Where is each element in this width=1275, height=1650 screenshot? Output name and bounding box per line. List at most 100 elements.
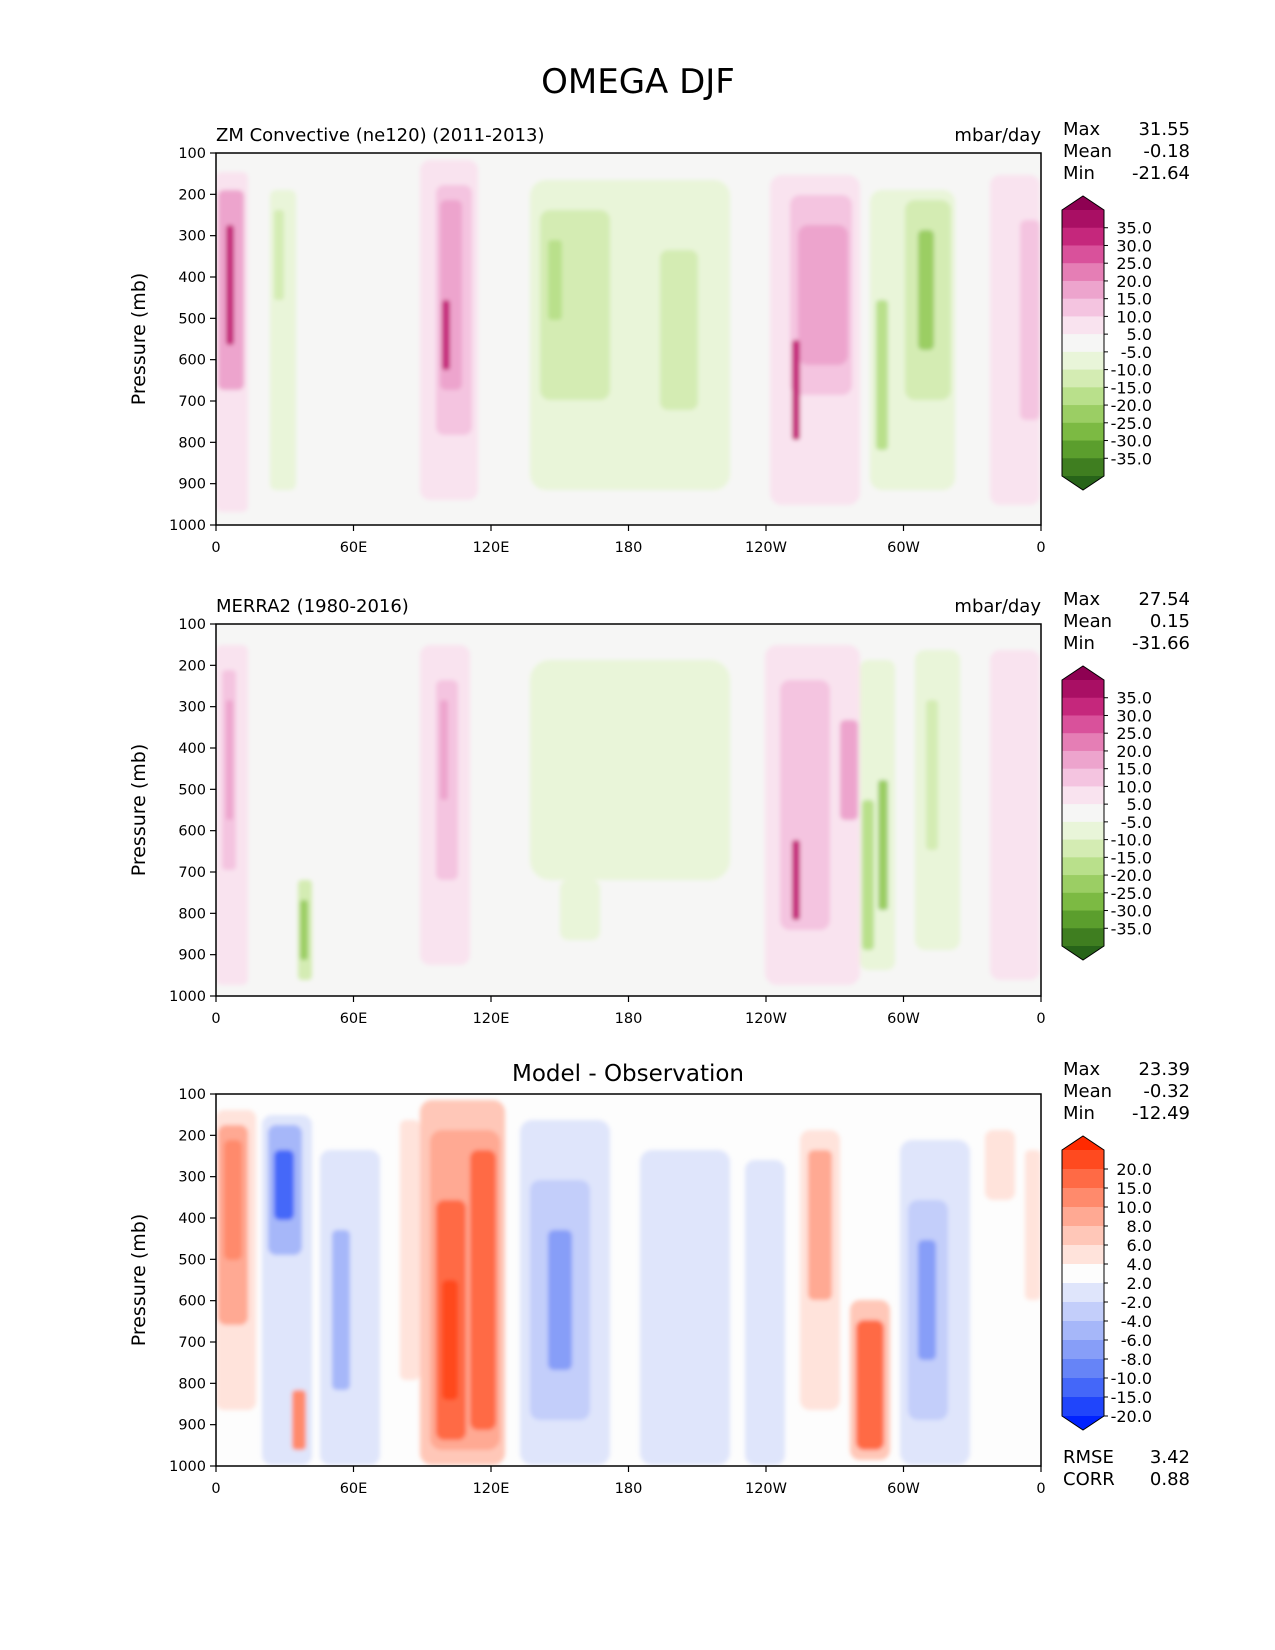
colorbar-label: 2.0 [1127, 1274, 1152, 1293]
y-tick-label: 1000 [169, 518, 206, 534]
contour-region [926, 700, 938, 850]
contour-field [216, 160, 1040, 512]
stat-rmse-value: 3.42 [1150, 1447, 1190, 1468]
colorbar-label: -15.0 [1111, 848, 1152, 867]
contour-region [530, 660, 730, 880]
stats-block: Max 31.55 Mean -0.18 Min -21.64 [1063, 119, 1190, 184]
colorbar-swatch [1062, 857, 1104, 876]
contour-region [808, 1150, 832, 1300]
stat-max-value: 27.54 [1138, 589, 1190, 610]
colorbar-extend-bottom [1062, 1416, 1104, 1430]
x-tick-label: 120E [473, 1481, 510, 1497]
colorbar-swatch [1062, 1245, 1104, 1265]
y-tick-label: 900 [178, 477, 206, 493]
colorbar-label: 30.0 [1116, 236, 1152, 255]
colorbar-label: -10.0 [1111, 361, 1152, 380]
y-tick-label: 400 [178, 741, 206, 757]
colorbar-swatch [1062, 1207, 1104, 1227]
x-tick-label: 0 [211, 540, 220, 556]
units-label: mbar/day [954, 596, 1041, 617]
contour-region [292, 1390, 306, 1450]
y-axis: 100 200 300 400 500 600 700 800 900 1000 [169, 617, 216, 1005]
colorbar-label: 35.0 [1116, 219, 1152, 238]
colorbar-label: -35.0 [1111, 919, 1152, 938]
contour-region [300, 900, 308, 960]
y-tick-label: 500 [178, 1252, 206, 1268]
colorbar-extend-top [1062, 1136, 1104, 1150]
colorbar-extend-bottom [1062, 476, 1104, 490]
y-tick-label: 500 [178, 311, 206, 327]
stat-mean-label: Mean [1063, 141, 1112, 162]
colorbar-swatch [1062, 245, 1104, 264]
x-tick-label: 60W [887, 1011, 920, 1027]
colorbar-swatch [1062, 1169, 1104, 1189]
stat-max-value: 23.39 [1138, 1059, 1190, 1080]
x-tick-label: 0 [211, 1011, 220, 1027]
colorbar-label: -2.0 [1121, 1293, 1152, 1312]
x-tick-label: 60W [887, 540, 920, 556]
stat-corr-label: CORR [1063, 1469, 1115, 1490]
contour-region [332, 1230, 350, 1390]
colorbar-label: 20.0 [1116, 1160, 1152, 1179]
colorbar-outline [1061, 195, 1105, 491]
stat-mean-value: -0.18 [1143, 141, 1190, 162]
stat-max-value: 31.55 [1138, 119, 1190, 140]
colorbar-swatch [1062, 928, 1104, 947]
contour-region [548, 1230, 572, 1370]
colorbar-swatch [1062, 298, 1104, 317]
contour-region [548, 240, 562, 320]
y-tick-label: 800 [178, 435, 206, 451]
stat-corr-value: 0.88 [1150, 1469, 1190, 1490]
contour-region [862, 800, 874, 950]
stat-min-value: -12.49 [1132, 1103, 1190, 1124]
colorbar-swatch [1062, 697, 1104, 717]
panel-difference: 100 200 300 400 500 600 700 800 900 1000 0 60E 120E… [128, 1059, 1190, 1497]
contour-region [856, 1320, 884, 1450]
contour-region [918, 230, 934, 350]
stat-min-label: Min [1063, 1103, 1095, 1124]
colorbar-swatch [1062, 458, 1104, 477]
y-axis-label: Pressure (mb) [128, 744, 150, 877]
stat-max-label: Max [1063, 1059, 1101, 1080]
panel-title: MERRA2 (1980-2016) [216, 596, 409, 617]
y-axis: 100 200 300 400 500 600 700 800 900 1000 [169, 146, 216, 534]
y-tick-label: 600 [178, 353, 206, 369]
contour-region [224, 1140, 242, 1260]
colorbar-swatch [1062, 1188, 1104, 1208]
colorbar-swatch [1062, 405, 1104, 424]
colorbar-label: 25.0 [1116, 254, 1152, 273]
colorbar-label: -5.0 [1121, 813, 1152, 832]
colorbar-label: -15.0 [1111, 1388, 1152, 1407]
colorbar-extend-bottom [1062, 946, 1104, 960]
y-tick-label: 200 [178, 658, 206, 674]
colorbar-swatch [1062, 910, 1104, 929]
colorbar-label: -25.0 [1111, 414, 1152, 433]
contour-region [440, 700, 448, 800]
y-tick-label: 700 [178, 394, 206, 410]
colorbar-swatch [1062, 680, 1104, 699]
colorbar-label: -5.0 [1121, 343, 1152, 362]
y-tick-label: 500 [178, 782, 206, 798]
contour-region [745, 1160, 785, 1465]
stats-block: Max 23.39 Mean -0.32 Min -12.49 [1063, 1059, 1190, 1124]
y-tick-label: 300 [178, 700, 206, 716]
y-tick-label: 200 [178, 1128, 206, 1144]
colorbar-label: 10.0 [1116, 307, 1152, 326]
colorbar-swatch [1062, 1397, 1104, 1417]
x-tick-label: 0 [211, 1481, 220, 1497]
colorbar-label: -20.0 [1111, 396, 1152, 415]
colorbar-label: -6.0 [1121, 1331, 1152, 1350]
colorbar: 20.015.010.08.06.04.02.0-2.0-4.0-6.0-8.0… [1061, 1135, 1152, 1431]
stat-max-label: Max [1063, 119, 1101, 140]
stat-max-label: Max [1063, 589, 1101, 610]
y-tick-label: 300 [178, 1170, 206, 1186]
x-tick-label: 60W [887, 1481, 920, 1497]
x-tick-label: 120E [473, 1011, 510, 1027]
panel-title: Model - Observation [512, 1061, 744, 1087]
colorbar-swatch [1062, 821, 1104, 841]
stat-min-value: -31.66 [1132, 633, 1190, 654]
colorbar-label: 15.0 [1116, 1179, 1152, 1198]
colorbar-swatch [1062, 1302, 1104, 1322]
colorbar-extend-top [1062, 196, 1104, 210]
stats-block: Max 27.54 Mean 0.15 Min -31.66 [1063, 589, 1190, 654]
